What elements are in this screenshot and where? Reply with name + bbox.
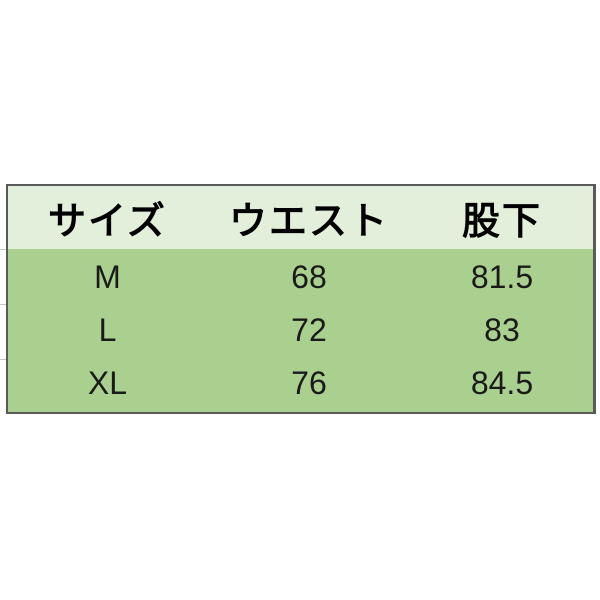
header-inseam: 股下 (461, 199, 542, 243)
cell-inseam: 81.5 (470, 259, 534, 295)
table-row: L 72 83 (8, 304, 593, 357)
cell-size: M (94, 259, 121, 295)
cell-waist: 68 (291, 259, 327, 295)
size-chart-table: サイズ ウエスト 股下 M 68 81.5 L 72 83 XL 76 84.5 (6, 184, 596, 414)
cell-waist: 72 (291, 312, 327, 348)
header-waist: ウエスト (228, 199, 389, 243)
cell-waist: 76 (291, 365, 327, 401)
gridline (0, 304, 6, 305)
cell-inseam: 83 (484, 312, 520, 348)
table-body: M 68 81.5 L 72 83 XL 76 84.5 (8, 249, 593, 412)
cell-size: XL (87, 365, 128, 401)
table-row: M 68 81.5 (8, 251, 593, 304)
table-row: XL 76 84.5 (8, 357, 593, 410)
header-size: サイズ (48, 199, 167, 243)
gridline (0, 249, 6, 250)
table-header-row: サイズ ウエスト 股下 (8, 186, 593, 249)
cell-size: L (98, 312, 117, 348)
cell-inseam: 84.5 (470, 365, 534, 401)
gridline (0, 359, 6, 360)
